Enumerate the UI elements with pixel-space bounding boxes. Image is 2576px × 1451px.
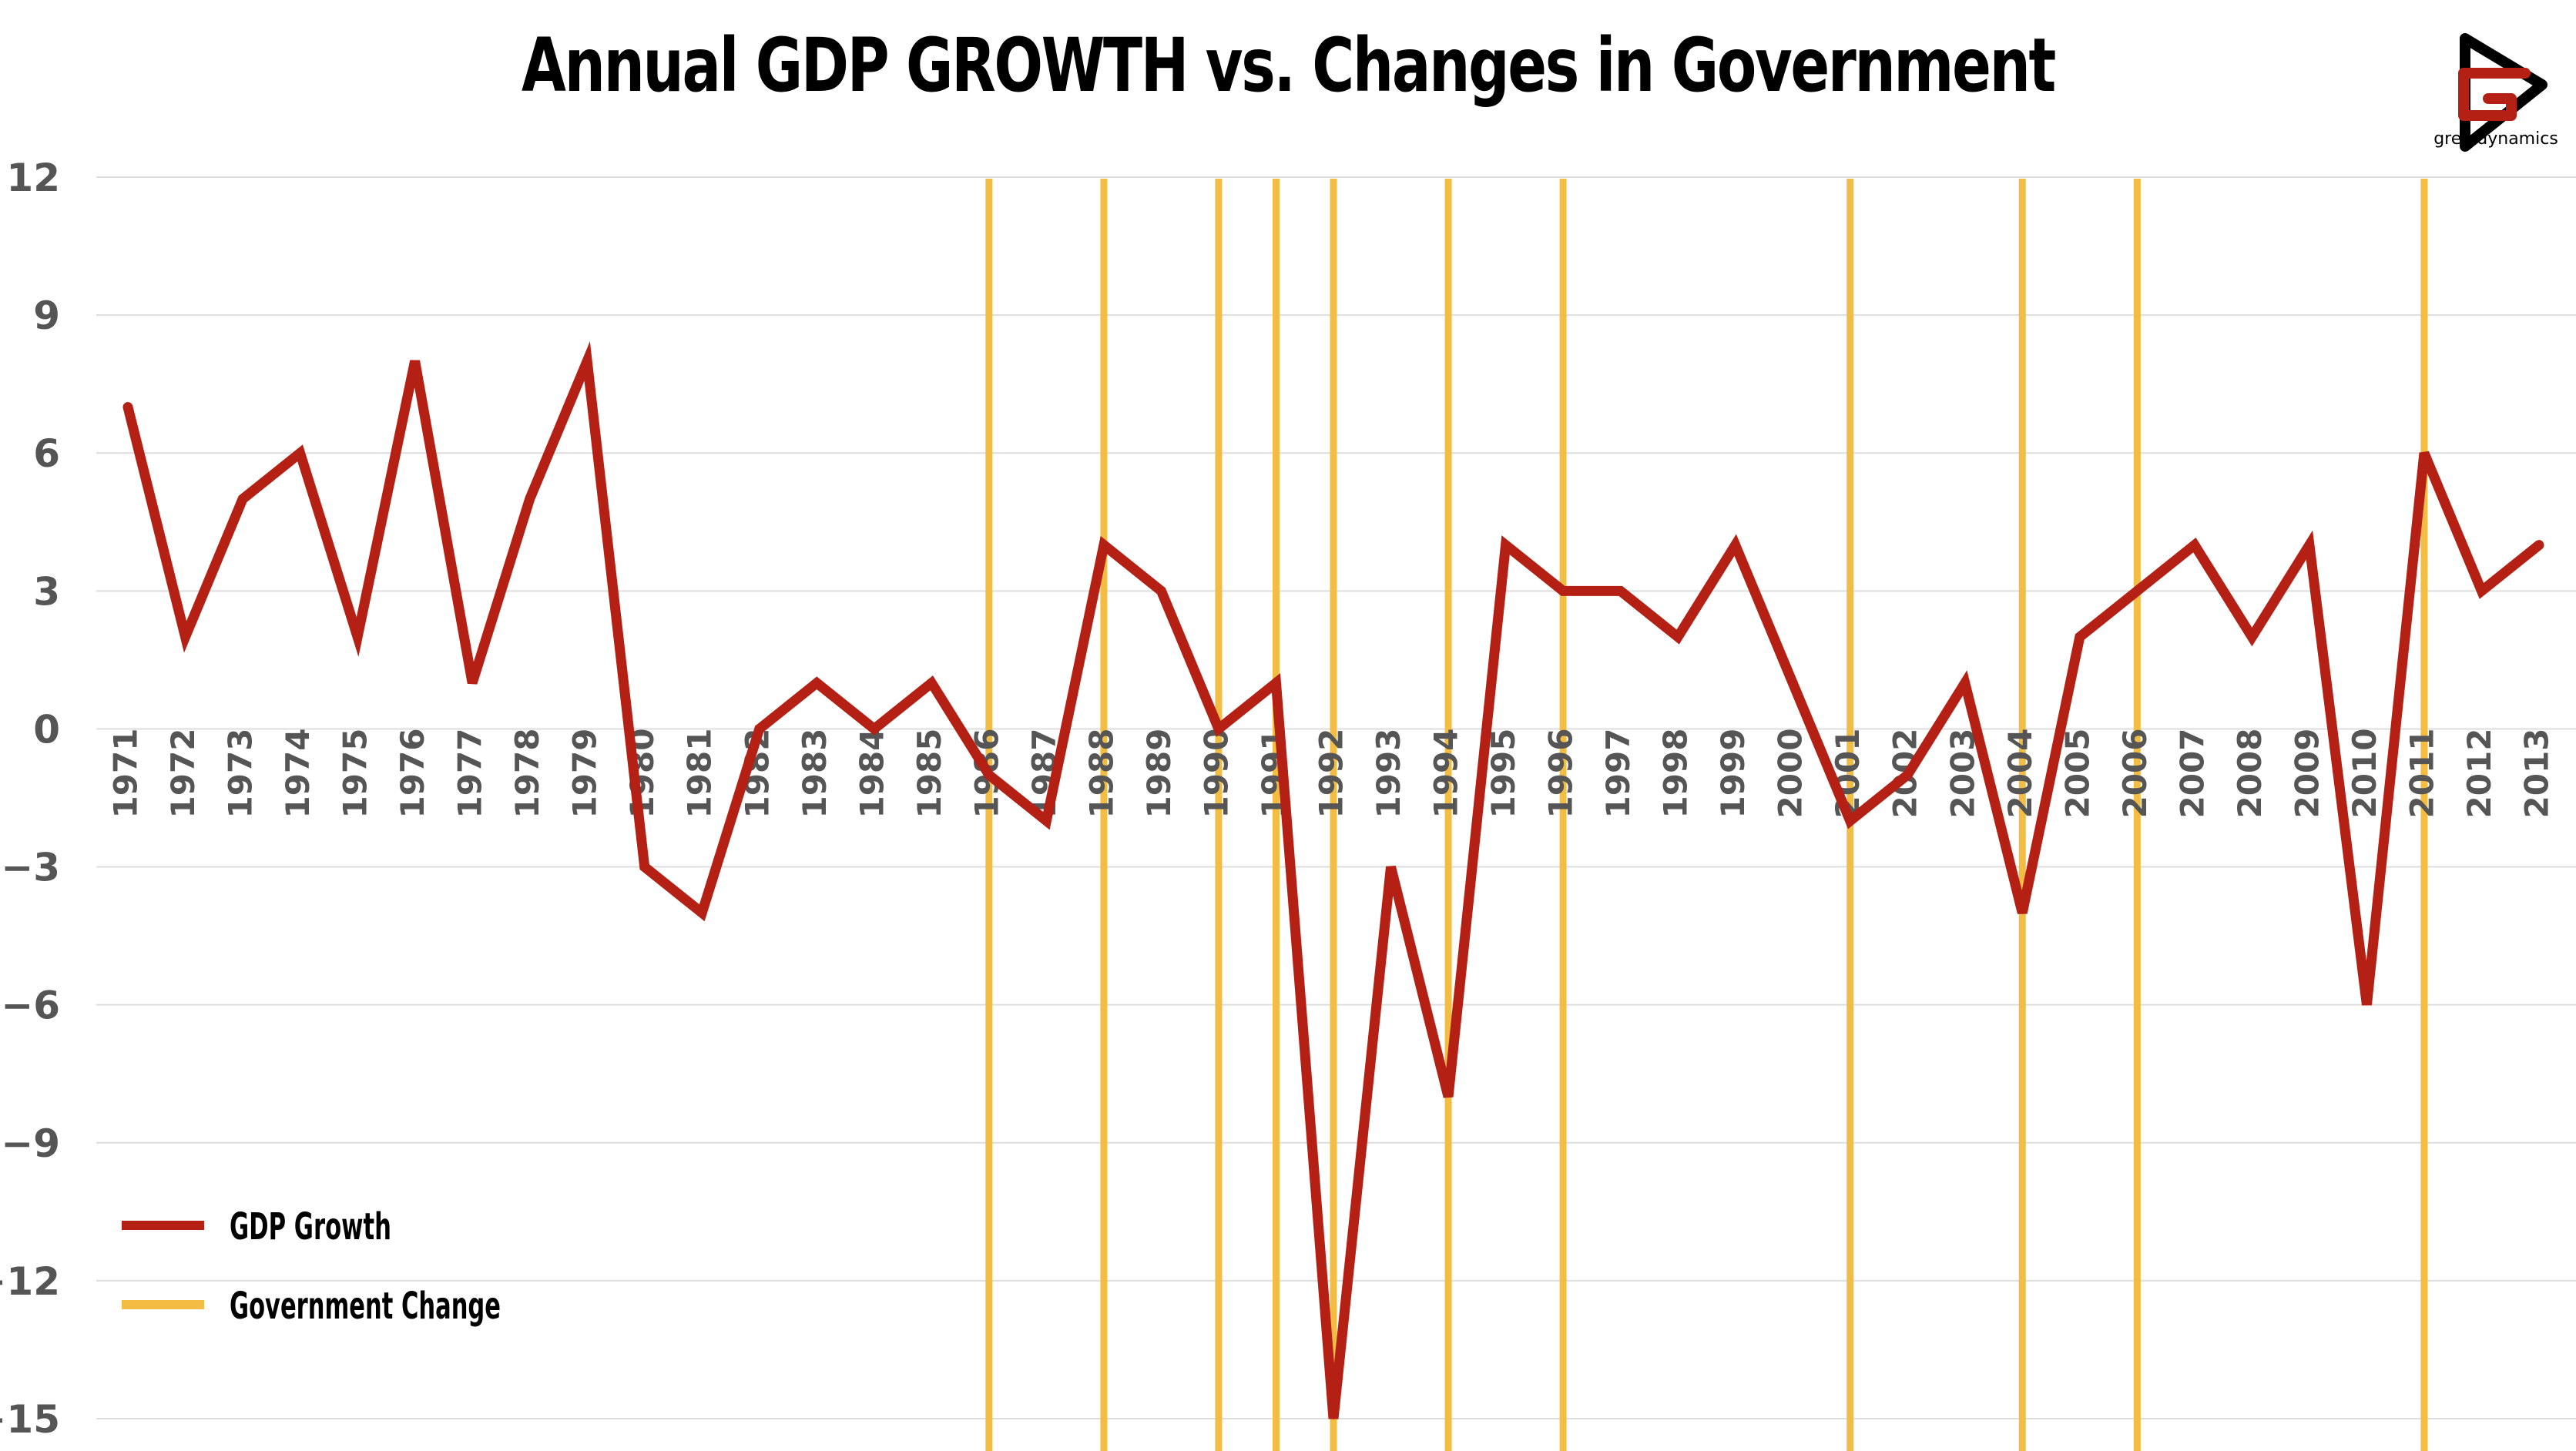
x-tick-label: 2005: [2058, 729, 2096, 819]
gdp-growth-point: [1734, 544, 1736, 546]
x-tick-label: 2013: [2518, 729, 2556, 819]
grey-dynamics-logo-icon: [2458, 33, 2547, 152]
gdp-growth-point: [2366, 1004, 2368, 1006]
x-tick-label: 1974: [279, 729, 317, 819]
x-tick-label: 1995: [1484, 729, 1522, 819]
x-tick-label: 1983: [796, 729, 834, 819]
y-tick-label: −3: [1, 846, 60, 890]
gdp-growth-point: [2193, 544, 2195, 546]
government-change-lines: [985, 179, 2428, 1451]
gdp-growth-point: [1390, 866, 1392, 868]
y-tick-label: 3: [33, 569, 60, 614]
gdp-growth-point: [988, 774, 990, 776]
gdp-growth-point: [1562, 590, 1565, 592]
y-tick-label: 9: [33, 293, 60, 338]
gdp-growth-point: [2423, 452, 2425, 454]
gdp-growth-point: [299, 452, 301, 454]
gdp-growth-point: [2251, 636, 2253, 638]
x-tick-label: 2010: [2346, 729, 2383, 819]
x-tick-label: 1972: [164, 729, 202, 819]
x-tick-label: 1976: [394, 729, 431, 819]
x-tick-label: 2004: [2001, 729, 2039, 819]
gdp-growth-point: [127, 406, 129, 408]
gdp-growth-point: [1160, 590, 1162, 592]
x-tick-label: 1989: [1140, 729, 1178, 819]
x-tick-label: 2008: [2231, 729, 2269, 819]
y-tick-label: 12: [6, 156, 60, 200]
gdp-growth-point: [528, 498, 531, 500]
gdp-growth-point: [1102, 544, 1105, 546]
x-tick-label: 1998: [1657, 729, 1695, 819]
gdp-growth-point: [184, 636, 186, 638]
x-tick-label: 1978: [508, 729, 546, 819]
gdp-growth-point: [2308, 544, 2310, 546]
y-tick-label: −15: [0, 1397, 60, 1442]
x-tick-label: 1997: [1599, 729, 1637, 819]
gdp-growth-point: [2078, 636, 2081, 638]
x-tick-label: 2009: [2288, 729, 2326, 819]
gdp-growth-point: [1217, 728, 1219, 730]
legend: GDP Growth Government Change: [122, 1205, 501, 1328]
x-tick-label: 2006: [2116, 729, 2154, 819]
gdp-growth-point: [1849, 819, 1851, 822]
gdp-growth-point: [701, 912, 703, 914]
gdp-growth-point: [1619, 590, 1622, 592]
gdp-growth-point: [357, 636, 359, 638]
y-tick-label: 0: [33, 707, 60, 752]
gdp-growth-point: [1504, 544, 1507, 546]
gdp-growth-point: [816, 682, 818, 684]
x-tick-label: 1977: [451, 729, 489, 819]
gdp-growth-point: [1333, 1418, 1334, 1419]
x-tick-label: 1973: [222, 729, 260, 819]
gdp-growth-series: [122, 341, 2544, 1419]
x-tick-label: 1985: [911, 729, 948, 819]
gdp-growth-point: [758, 728, 760, 730]
x-tick-label: 1975: [337, 729, 374, 819]
y-axis-tick-labels: 12 9 6 3 0 −3 −6 −9 −12 −15: [0, 156, 60, 1442]
gdp-growth-point: [873, 728, 875, 730]
x-tick-label: 2000: [1772, 729, 1810, 819]
gdp-growth-point: [931, 682, 933, 684]
x-tick-label: 2012: [2460, 729, 2498, 819]
gdp-growth-point: [1964, 682, 1966, 684]
y-tick-label: 6: [33, 431, 60, 476]
x-tick-label: 2007: [2173, 729, 2211, 819]
x-tick-label: 1992: [1313, 729, 1350, 819]
y-tick-label: −6: [1, 984, 60, 1028]
gdp-growth-point: [2480, 590, 2483, 592]
gdp-growth-point: [2538, 544, 2540, 546]
chart-title: Annual GDP GROWTH vs. Changes in Governm…: [522, 22, 2056, 109]
gdp-growth-point: [643, 866, 646, 868]
x-tick-label: 1979: [566, 729, 604, 819]
y-tick-label: −9: [1, 1121, 60, 1166]
x-tick-label: 1981: [681, 729, 719, 819]
gdp-growth-point: [2136, 590, 2138, 592]
gdp-growth-point: [586, 360, 589, 362]
x-tick-label: 1993: [1370, 729, 1407, 819]
legend-label-gdp-growth: GDP Growth: [230, 1205, 391, 1248]
x-tick-label: 1988: [1082, 729, 1120, 819]
gdp-growth-point: [1677, 636, 1679, 638]
gdp-growth-point: [1447, 1096, 1450, 1098]
legend-label-government-change: Government Change: [230, 1285, 501, 1328]
x-tick-label: 2011: [2403, 729, 2440, 819]
logo-text: grey dynamics: [2433, 129, 2558, 149]
x-tick-label: 1999: [1714, 729, 1752, 819]
x-tick-label: 1971: [107, 729, 145, 819]
x-tick-label: 1990: [1197, 729, 1235, 819]
gdp-growth-point: [242, 498, 244, 500]
x-tick-label: 1994: [1427, 729, 1465, 819]
x-tick-label: 1984: [853, 729, 891, 819]
gdp-growth-point: [414, 360, 416, 362]
gdp-growth-point: [1045, 819, 1048, 822]
x-tick-label: 1996: [1542, 729, 1580, 819]
gdp-growth-point: [1275, 682, 1277, 684]
gdp-growth-point: [2021, 912, 2024, 914]
gdp-growth-point: [471, 682, 474, 684]
gdp-growth-point: [1792, 682, 1794, 684]
x-axis-tick-labels: 1971 1972 1973 1974 1975 1976 1977 1978 1979 1980…: [107, 729, 2556, 819]
gdp-growth-point: [1907, 774, 1909, 776]
y-tick-label: −12: [0, 1259, 60, 1304]
